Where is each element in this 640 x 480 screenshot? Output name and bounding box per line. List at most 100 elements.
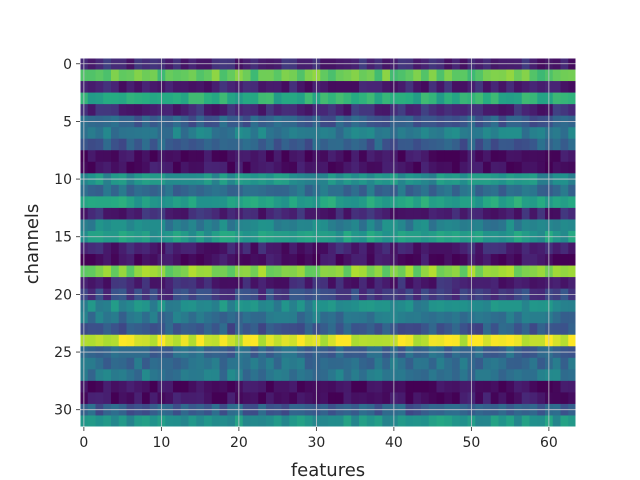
heatmap-cell (188, 369, 197, 382)
heatmap-cell (459, 380, 468, 393)
heatmap-cell (118, 323, 127, 336)
heatmap-cell (126, 265, 135, 278)
heatmap-cell (180, 184, 189, 197)
heatmap-cell (459, 69, 468, 82)
heatmap-cell (250, 369, 259, 382)
heatmap-cell (134, 69, 143, 82)
heatmap-cell (459, 254, 468, 266)
heatmap-cell (521, 150, 530, 163)
heatmap-cell (514, 127, 523, 140)
heatmap-cell (452, 81, 461, 93)
heatmap-cell (289, 81, 298, 93)
heatmap-cell (126, 104, 135, 117)
heatmap-cell (250, 161, 259, 174)
heatmap-cell (111, 138, 120, 151)
heatmap-cell (436, 415, 445, 428)
heatmap-cell (498, 369, 507, 382)
heatmap-cell (242, 207, 251, 220)
heatmap-cell (111, 92, 120, 105)
heatmap-cell (490, 161, 499, 174)
heatmap-cell (328, 311, 337, 324)
heatmap-cell (118, 311, 127, 324)
heatmap-cell (366, 277, 375, 290)
heatmap-cell (250, 196, 259, 209)
heatmap-cell (452, 380, 461, 393)
heatmap-cell (126, 415, 135, 428)
heatmap-cell (204, 184, 213, 197)
heatmap-cell (95, 69, 104, 82)
heatmap-cell (382, 69, 391, 82)
heatmap-cell (118, 207, 127, 220)
heatmap-cell (227, 380, 236, 393)
heatmap-cell (242, 369, 251, 382)
heatmap-cell (335, 207, 344, 220)
heatmap-cell (118, 196, 127, 209)
heatmap-cell (320, 242, 329, 255)
heatmap-cell (428, 69, 437, 82)
heatmap-cell (514, 415, 523, 428)
heatmap-cell (335, 104, 344, 117)
heatmap-cell (111, 369, 120, 382)
heatmap-cell (196, 265, 205, 278)
heatmap-cell (320, 311, 329, 324)
heatmap-cell (204, 357, 213, 370)
heatmap-cell (374, 242, 383, 255)
heatmap-cell (149, 415, 158, 428)
heatmap-cell (227, 138, 236, 151)
heatmap-cell (118, 184, 127, 197)
heatmap-cell (382, 311, 391, 324)
heatmap-cell (266, 104, 275, 117)
heatmap-cell (568, 300, 577, 313)
heatmap-cell (568, 392, 577, 405)
heatmap-cell (134, 334, 143, 347)
heatmap-cell (436, 219, 445, 232)
heatmap-cell (273, 150, 282, 163)
heatmap-cell (428, 392, 437, 405)
heatmap-cell (304, 242, 313, 255)
heatmap-cell (266, 357, 275, 370)
heatmap-cell (521, 92, 530, 105)
heatmap-cell (266, 277, 275, 290)
heatmap-cell (219, 104, 228, 117)
heatmap-cell (320, 300, 329, 313)
heatmap-cell (297, 300, 306, 313)
heatmap-cell (227, 69, 236, 82)
heatmap-cell (204, 207, 213, 220)
heatmap-cell (343, 219, 352, 232)
heatmap-cell (118, 380, 127, 393)
heatmap-cell (149, 127, 158, 140)
heatmap-cell (560, 69, 569, 82)
heatmap-cell (173, 161, 182, 174)
heatmap-cell (297, 69, 306, 82)
heatmap-cell (111, 277, 120, 290)
heatmap-cell (436, 69, 445, 82)
heatmap-cell (328, 184, 337, 197)
heatmap-cell (118, 219, 127, 232)
heatmap-cell (405, 254, 414, 266)
heatmap-cell (444, 357, 453, 370)
heatmap-cell (490, 311, 499, 324)
heatmap-cell (95, 323, 104, 336)
heatmap-cell (483, 380, 492, 393)
heatmap-cell (118, 161, 127, 174)
heatmap-cell (328, 127, 337, 140)
heatmap-cell (397, 127, 406, 140)
heatmap-cell (537, 69, 546, 82)
heatmap-cell (320, 104, 329, 117)
heatmap-cell (459, 334, 468, 347)
heatmap-cell (149, 196, 158, 209)
heatmap-cell (413, 357, 422, 370)
heatmap-cell (87, 161, 96, 174)
heatmap-cell (211, 150, 220, 163)
heatmap-cell (529, 265, 538, 278)
heatmap-cell (204, 369, 213, 382)
heatmap-cell (196, 300, 205, 313)
heatmap-cell (514, 69, 523, 82)
heatmap-cell (328, 150, 337, 163)
heatmap-cell (111, 323, 120, 336)
heatmap-cell (506, 196, 515, 209)
heatmap-cell (142, 104, 151, 117)
heatmap-cell (552, 357, 561, 370)
heatmap-cell (134, 415, 143, 428)
heatmap-cell (382, 357, 391, 370)
